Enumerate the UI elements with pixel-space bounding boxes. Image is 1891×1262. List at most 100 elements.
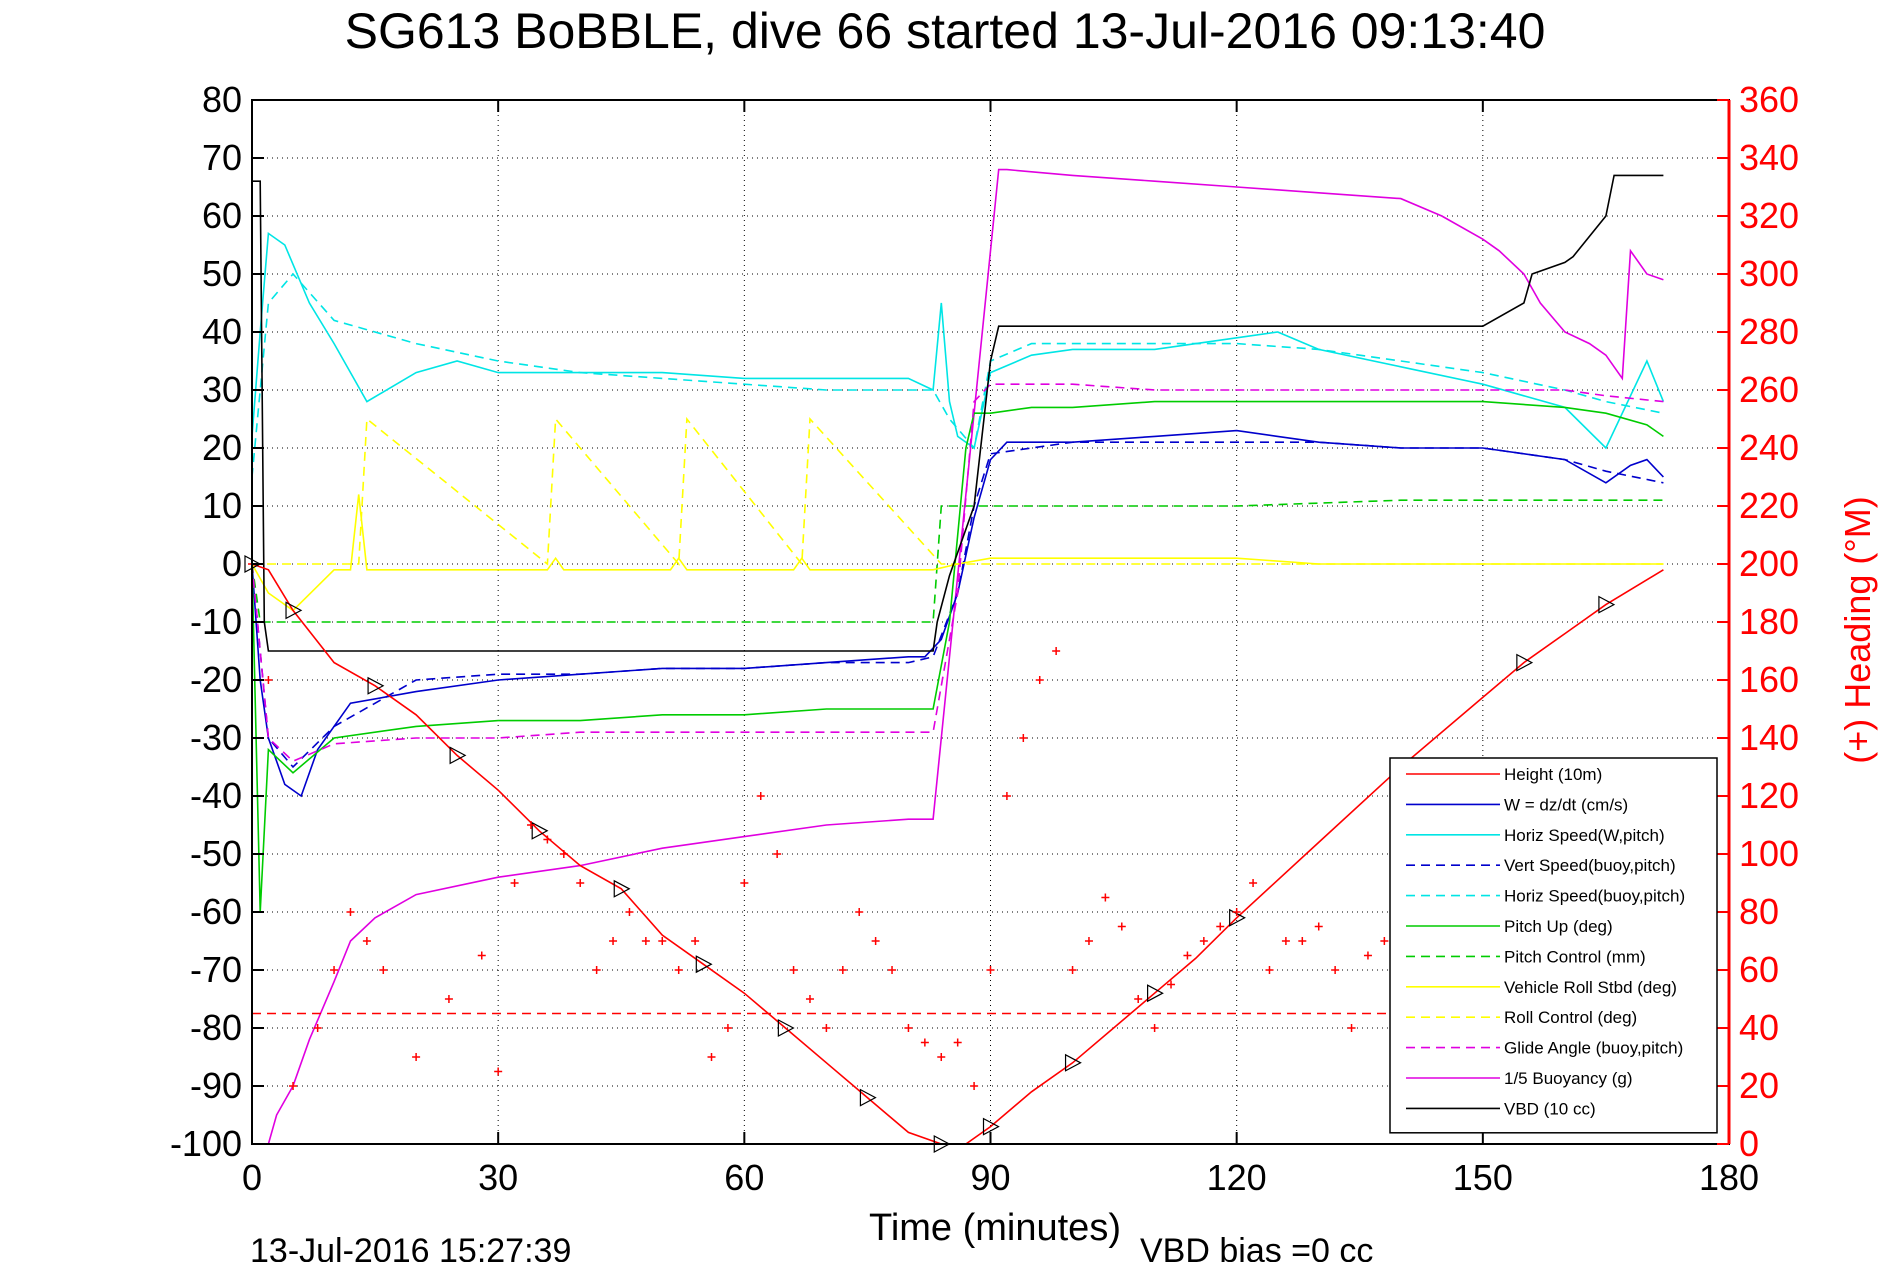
heading-point [1265, 966, 1274, 974]
legend-label: 1/5 Buoyancy (g) [1504, 1069, 1633, 1088]
heading-point [1068, 966, 1077, 974]
legend-label: Height (10m) [1504, 765, 1602, 784]
heading-point [1167, 980, 1176, 989]
heading-point [379, 966, 388, 974]
heading-point [1314, 922, 1323, 931]
y-tick-label: -20 [190, 659, 242, 700]
y-tick-label: 40 [202, 311, 242, 352]
y-tick-label: -40 [190, 775, 242, 816]
legend-label: Horiz Speed(buoy,pitch) [1504, 887, 1685, 906]
heading-point [1347, 1024, 1356, 1032]
footer-timestamp: 13-Jul-2016 15:27:39 [250, 1232, 571, 1262]
chart-title: SG613 BoBBLE, dive 66 started 13-Jul-201… [345, 3, 1546, 59]
series-horiz-speed-w-pitch [251, 231, 1665, 450]
series-horiz-speed-buoy-pitch [251, 272, 1664, 478]
y2-tick-label: 120 [1739, 775, 1799, 816]
heading-point [1183, 951, 1192, 960]
y-tick-label: -30 [190, 717, 242, 758]
y-tick-label: -70 [190, 949, 242, 990]
heading-point [1052, 647, 1061, 655]
y-tick-label: 0 [222, 543, 242, 584]
heading-point [789, 966, 798, 974]
series-roll-control-deg [252, 416, 1664, 567]
heading-point [1363, 951, 1372, 960]
y-tick-label: 60 [202, 195, 242, 236]
heading-point [1249, 879, 1258, 887]
legend-label: Pitch Control (mm) [1504, 947, 1646, 966]
heading-point [264, 676, 273, 684]
y2-tick-label: 320 [1739, 195, 1799, 236]
heading-point [756, 792, 765, 800]
heading-point [313, 1024, 322, 1032]
y2-axis-label: (+) Heading (°M) [1837, 496, 1878, 763]
series-pitch-up-deg [251, 400, 1664, 913]
y-tick-label: -60 [190, 891, 242, 932]
x-axis-label: Time (minutes) [869, 1207, 1121, 1249]
heading-point [289, 1082, 298, 1090]
heading-point [1134, 995, 1143, 1003]
x-tick-label: 120 [1207, 1157, 1267, 1198]
x-tick-label: 180 [1699, 1157, 1759, 1198]
y2-tick-label: 360 [1739, 79, 1799, 120]
y2-tick-label: 160 [1739, 659, 1799, 700]
y-tick-label: 30 [202, 369, 242, 410]
legend-label: Pitch Up (deg) [1504, 917, 1613, 936]
y2-tick-label: 80 [1739, 891, 1779, 932]
height-marker [1064, 1053, 1082, 1072]
heading-point [740, 879, 749, 887]
heading-point [1019, 734, 1028, 742]
heading-point [592, 966, 601, 974]
height-marker [982, 1117, 1000, 1136]
x-tick-label: 150 [1453, 1157, 1513, 1198]
heading-point [444, 995, 453, 1003]
legend-label: W = dz/dt (cm/s) [1504, 795, 1628, 814]
y2-tick-label: 280 [1739, 311, 1799, 352]
legend-label: Horiz Speed(W,pitch) [1504, 826, 1665, 845]
heading-point [986, 966, 995, 974]
x-tick-label: 0 [242, 1157, 262, 1198]
heading-point [904, 1024, 913, 1032]
heading-point [1331, 966, 1340, 974]
legend-label: Roll Control (deg) [1504, 1008, 1637, 1027]
y-tick-label: 70 [202, 137, 242, 178]
heading-point [674, 966, 683, 974]
heading-point [412, 1053, 421, 1061]
series-height-10m [251, 563, 1664, 1145]
y2-tick-label: 60 [1739, 949, 1779, 990]
legend: Height (10m) W = dz/dt (cm/s) Horiz Speed(… [1389, 757, 1718, 1134]
series-pitch-control-mm [251, 499, 1664, 623]
heading-point [838, 966, 847, 974]
heading-point [920, 1038, 929, 1047]
heading-point [691, 937, 700, 945]
height-marker [285, 601, 303, 620]
heading-point [855, 908, 864, 916]
y2-tick-label: 40 [1739, 1007, 1779, 1048]
heading-point [1380, 937, 1389, 945]
heading-point [1084, 937, 1093, 945]
height-marker [613, 879, 631, 898]
heading-point [888, 966, 897, 974]
series-vbd-10-cc [252, 174, 1664, 652]
height-marker [859, 1088, 877, 1107]
legend-label: Vehicle Roll Stbd (deg) [1504, 978, 1677, 997]
y2-tick-label: 180 [1739, 601, 1799, 642]
heading-point [723, 1024, 732, 1032]
y2-tick-label: 140 [1739, 717, 1799, 758]
heading-point [1281, 937, 1290, 945]
heading-point [625, 908, 634, 916]
y2-tick-label: 340 [1739, 137, 1799, 178]
y-tick-label: -50 [190, 833, 242, 874]
y-tick-label: -10 [190, 601, 242, 642]
height-marker [1516, 653, 1534, 672]
heading-point [576, 879, 585, 887]
legend-label: VBD (10 cc) [1504, 1099, 1596, 1118]
heading-point [559, 850, 568, 858]
y-tick-label: -80 [190, 1007, 242, 1048]
y-tick-label: -90 [190, 1065, 242, 1106]
height-marker [695, 955, 713, 974]
heading-point [330, 966, 339, 974]
series-glide-angle-buoy-pitch [251, 383, 1664, 763]
height-marker [531, 821, 549, 840]
heading-point [707, 1053, 716, 1061]
